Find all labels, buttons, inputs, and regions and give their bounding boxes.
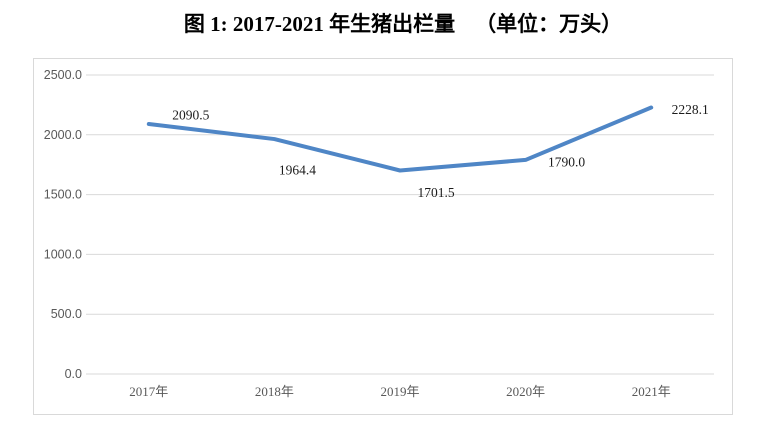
data-label: 2228.1: [672, 102, 709, 117]
y-axis-tick-label: 2000.0: [44, 128, 82, 142]
line-chart: 0.0 500.0 1000.0 1500.0 2000.0 2500.0 2017年 201…: [44, 68, 714, 399]
chart-unit-label: （单位：万头）: [475, 12, 623, 36]
x-axis-tick-label: 2017年: [129, 384, 168, 399]
x-axis-tick-label: 2019年: [380, 384, 419, 399]
x-axis-tick-label: 2018年: [255, 384, 294, 399]
series-line: [146, 105, 654, 173]
y-axis-tick-label: 0.0: [65, 367, 82, 381]
data-label: 1790.0: [548, 154, 585, 169]
data-label: 1701.5: [417, 185, 454, 200]
data-label: 1964.4: [279, 163, 316, 178]
data-label: 2090.5: [172, 107, 209, 122]
y-axis-tick-label: 1500.0: [44, 188, 82, 202]
y-axis-tick-label: 2500.0: [44, 68, 82, 82]
chart-title-text: 图 1: 2017-2021 年生猪出栏量: [183, 12, 456, 36]
chart-title: 图 1: 2017-2021 年生猪出栏量 （单位：万头）: [0, 8, 762, 38]
chart-frame: 0.0 500.0 1000.0 1500.0 2000.0 2500.0 2017年 201…: [33, 58, 733, 415]
y-axis-tick-label: 500.0: [51, 307, 82, 321]
y-axis-tick-label: 1000.0: [44, 247, 82, 261]
x-axis-tick-label: 2021年: [632, 384, 671, 399]
x-axis-tick-label: 2020年: [506, 384, 545, 399]
